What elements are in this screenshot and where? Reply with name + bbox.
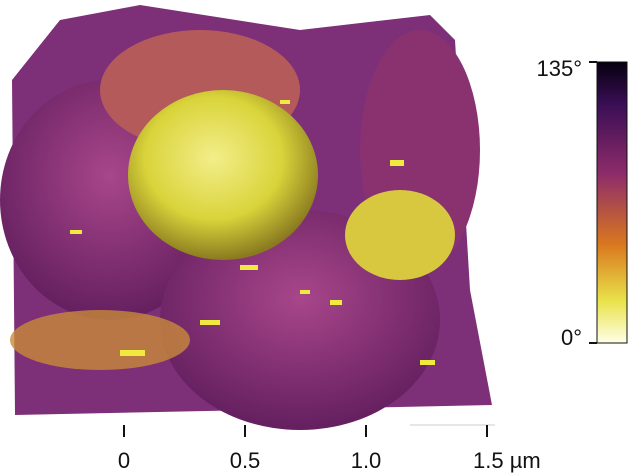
figure: 0 0.5 1.0 1.5 µm 135° 0°	[0, 0, 630, 473]
colorbar-label: 135°	[536, 56, 582, 81]
x-tick-label: 0	[118, 448, 130, 473]
colorbar-label: 0°	[561, 325, 582, 350]
afm-surface	[0, 5, 492, 430]
x-tick-label: 0.5	[230, 448, 261, 473]
colorbar	[597, 62, 627, 343]
x-tick-label: 1.5 µm	[473, 448, 541, 473]
x-tick-label: 1.0	[351, 448, 382, 473]
